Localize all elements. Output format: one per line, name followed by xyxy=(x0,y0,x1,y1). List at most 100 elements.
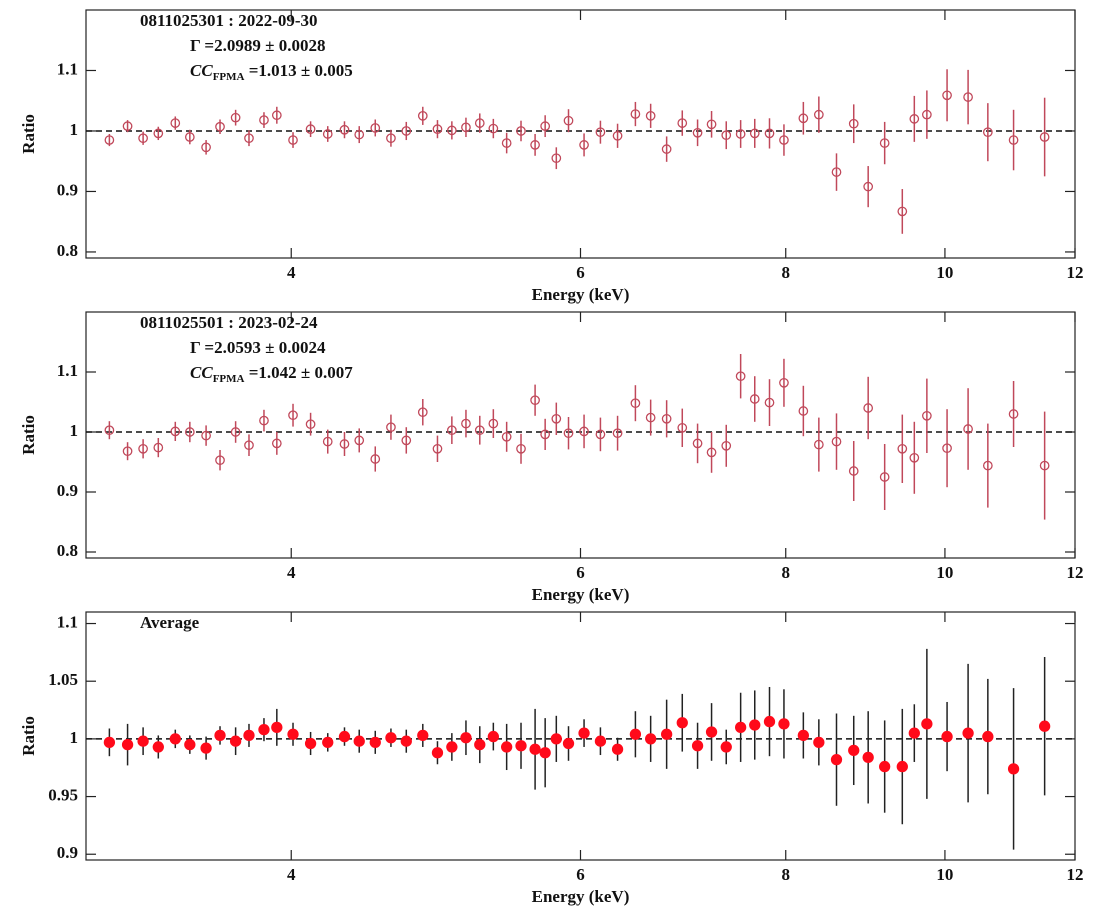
data-point xyxy=(779,377,789,388)
x-tick-label: 10 xyxy=(936,263,953,282)
data-point xyxy=(138,133,148,144)
data-point xyxy=(539,747,551,759)
data-point xyxy=(963,92,973,102)
data-point xyxy=(813,439,824,450)
x-tick-label: 8 xyxy=(781,263,790,282)
data-point xyxy=(447,425,457,436)
data-point xyxy=(578,727,590,739)
data-point xyxy=(922,410,932,421)
data-point xyxy=(661,413,672,424)
data-point xyxy=(259,415,269,426)
data-point xyxy=(339,124,350,135)
data-point xyxy=(516,126,526,136)
data-point xyxy=(447,125,457,136)
y-tick-label: 1.1 xyxy=(57,361,78,380)
data-point xyxy=(229,735,242,747)
y-tick-label: 1 xyxy=(70,120,79,139)
y-tick-label: 1.1 xyxy=(57,59,78,78)
data-point xyxy=(879,760,891,773)
data-point xyxy=(305,124,316,135)
data-point xyxy=(705,726,718,738)
data-point xyxy=(400,735,412,747)
data-point xyxy=(691,740,704,752)
data-point xyxy=(401,435,412,446)
data-point xyxy=(922,109,932,120)
data-point xyxy=(982,460,993,471)
x-tick-label: 8 xyxy=(781,563,790,582)
data-point xyxy=(897,206,908,217)
annotation: Γ =2.0593 ± 0.0024 xyxy=(190,338,326,357)
data-point xyxy=(386,133,396,144)
data-point xyxy=(720,741,732,753)
data-point xyxy=(734,721,747,733)
data-point xyxy=(1039,460,1050,471)
data-point xyxy=(813,109,824,120)
data-point xyxy=(474,118,485,128)
data-point xyxy=(215,121,225,132)
data-point xyxy=(259,115,269,125)
y-tick-label: 0.9 xyxy=(57,843,78,862)
data-point xyxy=(551,413,562,424)
data-point xyxy=(735,371,746,382)
panel: 4 6 8 10 12 0.8 0.9 1 1.1 Energy (keV) Ratio 081102… xyxy=(19,9,1084,304)
data-point xyxy=(982,127,993,138)
annotation-subscript: FPMA xyxy=(213,71,245,83)
data-point xyxy=(612,428,623,439)
data-point xyxy=(848,744,860,757)
data-point xyxy=(645,111,656,121)
data-point xyxy=(896,760,908,773)
data-point xyxy=(488,123,499,134)
x-tick-label: 10 xyxy=(936,865,953,884)
panel: 4 6 8 10 12 0.8 0.9 1 1.1 Energy (keV) Ratio 081102… xyxy=(19,311,1084,604)
data-point xyxy=(244,440,254,451)
data-point xyxy=(749,719,761,731)
data-point xyxy=(244,133,254,144)
data-point xyxy=(201,142,211,153)
data-point xyxy=(594,735,607,747)
data-point xyxy=(215,455,225,466)
data-point xyxy=(830,753,843,766)
data-point xyxy=(461,418,471,429)
data-point xyxy=(104,135,115,145)
y-axis-label: Ratio xyxy=(19,716,38,756)
data-point xyxy=(169,733,181,745)
data-point xyxy=(848,118,859,129)
data-point xyxy=(487,730,499,743)
data-point xyxy=(170,118,181,128)
annotation-subscript: FPMA xyxy=(213,373,245,385)
annotation: 0811025301 : 2022-09-30 xyxy=(140,11,318,30)
data-point xyxy=(170,426,181,437)
annotation-main: CC xyxy=(190,363,213,382)
data-point xyxy=(474,425,485,436)
annotation: CCFPMA =1.013 ± 0.005 xyxy=(190,61,353,83)
annotation: 0811025501 : 2023-02-24 xyxy=(140,313,318,332)
data-point xyxy=(137,735,149,747)
y-tick-label: 1.05 xyxy=(48,670,78,689)
data-point xyxy=(153,442,164,453)
data-point xyxy=(831,167,842,177)
data-point xyxy=(304,737,317,750)
x-tick-label: 12 xyxy=(1067,263,1084,282)
data-point xyxy=(550,733,562,745)
data-point xyxy=(630,398,641,409)
data-point xyxy=(287,728,299,740)
data-point xyxy=(721,440,732,451)
data-point xyxy=(474,739,486,751)
data-point xyxy=(417,111,428,121)
data-point xyxy=(735,129,746,139)
data-point xyxy=(540,121,551,131)
x-tick-label: 6 xyxy=(576,263,585,282)
data-point xyxy=(962,727,974,739)
data-point xyxy=(322,736,334,748)
data-point xyxy=(230,112,241,123)
data-point xyxy=(677,422,688,433)
data-point xyxy=(460,732,472,744)
data-point xyxy=(661,144,672,154)
data-point xyxy=(461,122,471,133)
data-point xyxy=(488,418,499,429)
x-tick-label: 8 xyxy=(781,865,790,884)
data-point xyxy=(764,128,775,139)
data-point xyxy=(579,426,589,437)
y-tick-label: 1.1 xyxy=(57,612,78,631)
